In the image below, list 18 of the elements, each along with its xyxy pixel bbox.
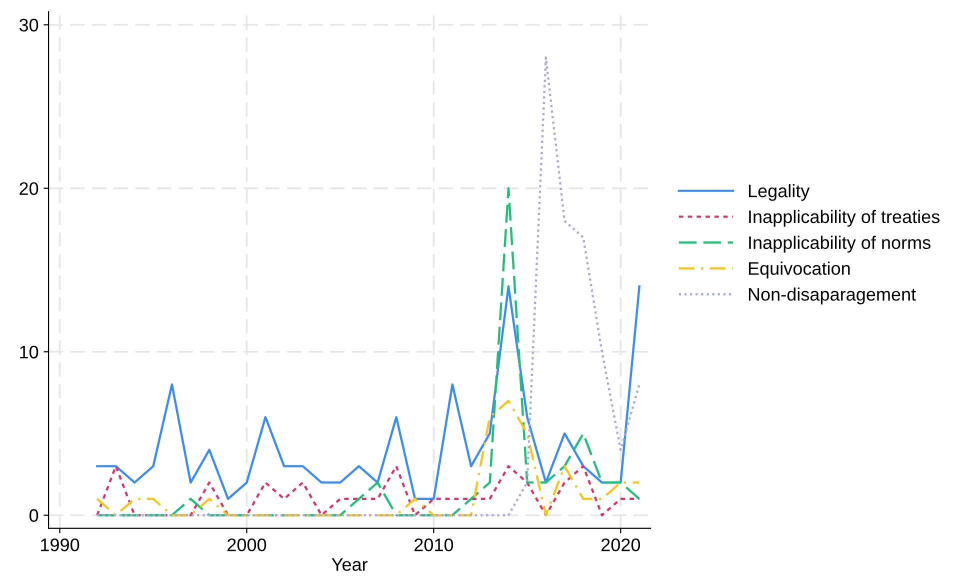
y-tick-label: 0: [29, 509, 38, 522]
line-series: [96, 465, 640, 516]
x-tick-label: 2000: [228, 538, 266, 552]
x-tick-label: 2010: [414, 538, 454, 552]
y-tick-label: 30: [19, 18, 38, 32]
y-tick-label: 10: [20, 346, 38, 358]
legend-label: Inapplicability of norms: [749, 236, 930, 253]
x-tick-label: 1990: [41, 538, 80, 552]
line-series: [96, 400, 640, 516]
y-tick-label: 20: [20, 182, 38, 196]
x-tick-label: 2020: [601, 538, 640, 552]
x-axis-title: Year: [332, 558, 368, 571]
line-series: [96, 285, 640, 500]
legend-label: Equivocation: [748, 262, 850, 278]
legend-label: Legality: [748, 184, 810, 201]
line-series: [96, 56, 640, 516]
legend-label: Non-disaparagement: [748, 287, 916, 304]
legend-label: Inapplicability of treaties: [749, 210, 940, 227]
